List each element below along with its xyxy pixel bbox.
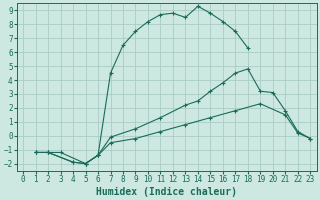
X-axis label: Humidex (Indice chaleur): Humidex (Indice chaleur): [96, 186, 237, 197]
